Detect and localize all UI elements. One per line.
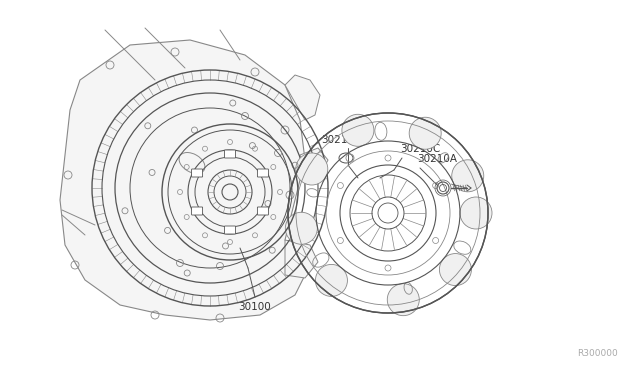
FancyBboxPatch shape — [191, 169, 203, 177]
Circle shape — [452, 160, 484, 192]
Circle shape — [342, 114, 374, 146]
Polygon shape — [285, 240, 318, 278]
Polygon shape — [60, 40, 310, 320]
Text: 30210A: 30210A — [417, 154, 457, 164]
FancyBboxPatch shape — [225, 226, 236, 234]
Text: 30210C: 30210C — [400, 144, 440, 154]
FancyBboxPatch shape — [257, 169, 268, 177]
FancyBboxPatch shape — [225, 150, 236, 158]
FancyBboxPatch shape — [191, 207, 203, 215]
Text: R300000: R300000 — [577, 349, 618, 358]
Circle shape — [285, 212, 317, 244]
Circle shape — [440, 254, 472, 286]
Text: 30100: 30100 — [239, 302, 271, 312]
FancyBboxPatch shape — [257, 207, 268, 215]
Text: 30210: 30210 — [321, 135, 355, 145]
Polygon shape — [285, 75, 320, 120]
Circle shape — [296, 153, 328, 185]
Circle shape — [316, 264, 348, 296]
Circle shape — [409, 117, 441, 149]
Polygon shape — [300, 148, 328, 178]
Circle shape — [387, 284, 419, 316]
Circle shape — [460, 197, 492, 229]
